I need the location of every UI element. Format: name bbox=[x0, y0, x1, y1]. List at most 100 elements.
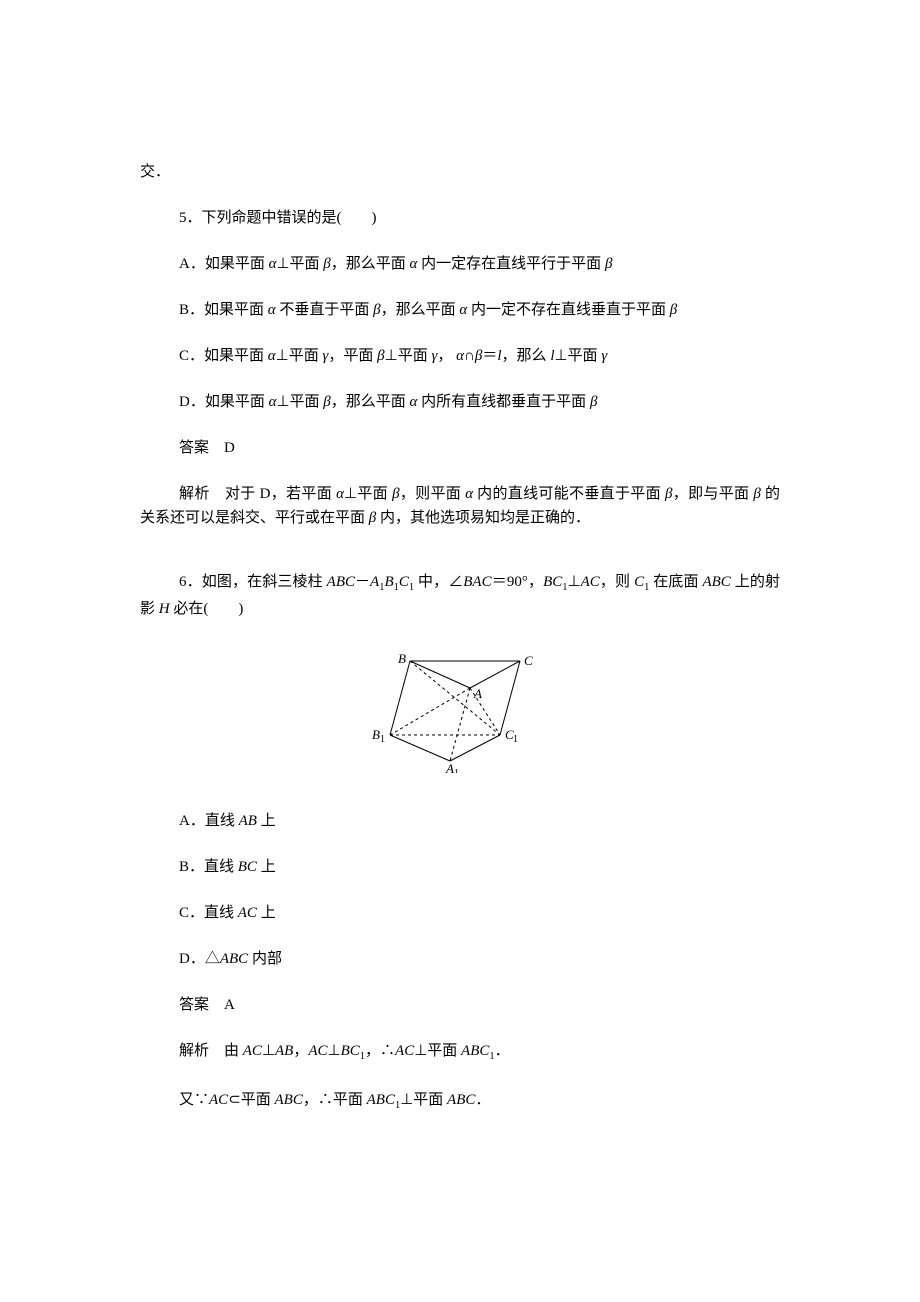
text: C．如果平面 bbox=[179, 348, 268, 364]
svg-text:B: B bbox=[398, 651, 406, 666]
text: ，则 bbox=[600, 574, 634, 590]
q5-option-a: A．如果平面 α⊥平面 β，那么平面 α 内一定存在直线平行于平面 β bbox=[140, 252, 780, 276]
text: ，那么平面 bbox=[331, 256, 410, 272]
beta: β bbox=[605, 256, 612, 272]
q6-option-d: D．△ABC 内部 bbox=[140, 947, 780, 971]
text: A bbox=[370, 574, 379, 590]
text: AC bbox=[238, 905, 257, 921]
text: AB bbox=[275, 1043, 293, 1059]
text: B．直线 bbox=[179, 859, 238, 875]
text: C bbox=[399, 574, 409, 590]
text: B bbox=[384, 574, 393, 590]
text: ，∴平面 bbox=[303, 1092, 367, 1108]
text: ABC bbox=[220, 951, 248, 967]
svg-text:A: A bbox=[445, 761, 454, 773]
text: ，那么平面 bbox=[331, 394, 410, 410]
prism-diagram: BCAB1C1A1 bbox=[365, 643, 555, 773]
text: 上 bbox=[257, 813, 276, 829]
alpha: α bbox=[456, 348, 464, 364]
q6-stem: 6．如图，在斜三棱柱 ABC－A1B1C1 中，∠BAC＝90°，BC1⊥AC，… bbox=[140, 570, 780, 621]
svg-text:C: C bbox=[524, 653, 533, 668]
text: ⊥ bbox=[262, 1043, 275, 1059]
text: D．△ bbox=[179, 951, 220, 967]
text: 内一定不存在直线垂直于平面 bbox=[467, 302, 670, 318]
beta: β bbox=[392, 486, 399, 502]
text: ABC bbox=[461, 1043, 489, 1059]
text: 在底面 bbox=[649, 574, 702, 590]
text: BC bbox=[543, 574, 562, 590]
text: AC bbox=[308, 1043, 327, 1059]
q6-explain-2: 又∵AC⊂平面 ABC，∴平面 ABC1⊥平面 ABC． bbox=[140, 1088, 780, 1115]
text: ． bbox=[495, 1043, 510, 1059]
svg-text:B: B bbox=[372, 727, 380, 742]
text: A．直线 bbox=[179, 813, 239, 829]
text: ⊥平面 bbox=[554, 348, 601, 364]
text: ，则平面 bbox=[400, 486, 466, 502]
q6-option-b: B．直线 BC 上 bbox=[140, 855, 780, 879]
q5-option-b: B．如果平面 α 不垂直于平面 β，那么平面 α 内一定不存在直线垂直于平面 β bbox=[140, 298, 780, 322]
text: 内所有直线都垂直于平面 bbox=[417, 394, 590, 410]
text: ABC bbox=[702, 574, 730, 590]
q6-answer: 答案 A bbox=[140, 993, 780, 1017]
q5-explain: 解析 对于 D，若平面 α⊥平面 β，则平面 α 内的直线可能不垂直于平面 β，… bbox=[140, 482, 780, 530]
text: ⊥平面 bbox=[344, 486, 392, 502]
text: ， bbox=[437, 348, 456, 364]
text: ⊥平面 bbox=[385, 348, 432, 364]
beta: β bbox=[373, 302, 380, 318]
q5-answer: 答案 D bbox=[140, 436, 780, 460]
alpha: α bbox=[336, 486, 344, 502]
text: AB bbox=[239, 813, 257, 829]
text: 上 bbox=[257, 859, 276, 875]
text: ，那么平面 bbox=[381, 302, 460, 318]
text: 不垂直于平面 bbox=[276, 302, 374, 318]
text: ABC bbox=[367, 1092, 395, 1108]
text: AC bbox=[581, 574, 600, 590]
beta: β bbox=[753, 486, 760, 502]
beta: β bbox=[323, 394, 330, 410]
text: ⊥平面 bbox=[276, 348, 323, 364]
text: H bbox=[159, 601, 170, 617]
text: ∩ bbox=[464, 348, 475, 364]
text: ⊥ bbox=[568, 574, 581, 590]
text: 必在( ) bbox=[170, 601, 244, 617]
text: ⊥ bbox=[328, 1043, 341, 1059]
text: A．如果平面 bbox=[179, 256, 269, 272]
text: ，平面 bbox=[328, 348, 377, 364]
text: ABC bbox=[275, 1092, 303, 1108]
text: 中，∠ bbox=[414, 574, 463, 590]
q6-figure: BCAB1C1A1 bbox=[140, 643, 780, 781]
text: ，那么 bbox=[502, 348, 551, 364]
q6-option-a: A．直线 AB 上 bbox=[140, 809, 780, 833]
text: 又∵ bbox=[179, 1092, 209, 1108]
q5-option-c: C．如果平面 α⊥平面 γ，平面 β⊥平面 γ， α∩β＝l，那么 l⊥平面 γ bbox=[140, 344, 780, 368]
text: BAC bbox=[463, 574, 491, 590]
text: C．直线 bbox=[179, 905, 238, 921]
text: 解析 由 bbox=[179, 1043, 243, 1059]
text: ． bbox=[475, 1092, 490, 1108]
text: B．如果平面 bbox=[179, 302, 268, 318]
prev-page-fragment: 交． bbox=[140, 160, 780, 184]
text: ABC bbox=[447, 1092, 475, 1108]
text: C bbox=[634, 574, 644, 590]
alpha: α bbox=[268, 302, 276, 318]
alpha: α bbox=[268, 348, 276, 364]
text: 内部 bbox=[248, 951, 282, 967]
svg-text:1: 1 bbox=[380, 734, 385, 745]
beta: β bbox=[670, 302, 677, 318]
q5-stem: 5．下列命题中错误的是( ) bbox=[140, 206, 780, 230]
q6-explain-1: 解析 由 AC⊥AB，AC⊥BC1，∴AC⊥平面 ABC1． bbox=[140, 1039, 780, 1066]
text: ， bbox=[293, 1043, 308, 1059]
text: ⊥平面 bbox=[276, 394, 323, 410]
text: ⊥平面 bbox=[414, 1043, 461, 1059]
text: 内，其他选项易知均是正确的． bbox=[376, 510, 590, 526]
svg-text:1: 1 bbox=[454, 768, 459, 773]
text: BC bbox=[238, 859, 257, 875]
text: AC bbox=[209, 1092, 228, 1108]
svg-text:A: A bbox=[473, 686, 482, 701]
text: 6．如图，在斜三棱柱 bbox=[179, 574, 327, 590]
text: 内一定存在直线平行于平面 bbox=[417, 256, 605, 272]
text: ⊂平面 bbox=[228, 1092, 274, 1108]
text: ABC bbox=[327, 574, 355, 590]
text: AC bbox=[395, 1043, 414, 1059]
beta: β bbox=[323, 256, 330, 272]
